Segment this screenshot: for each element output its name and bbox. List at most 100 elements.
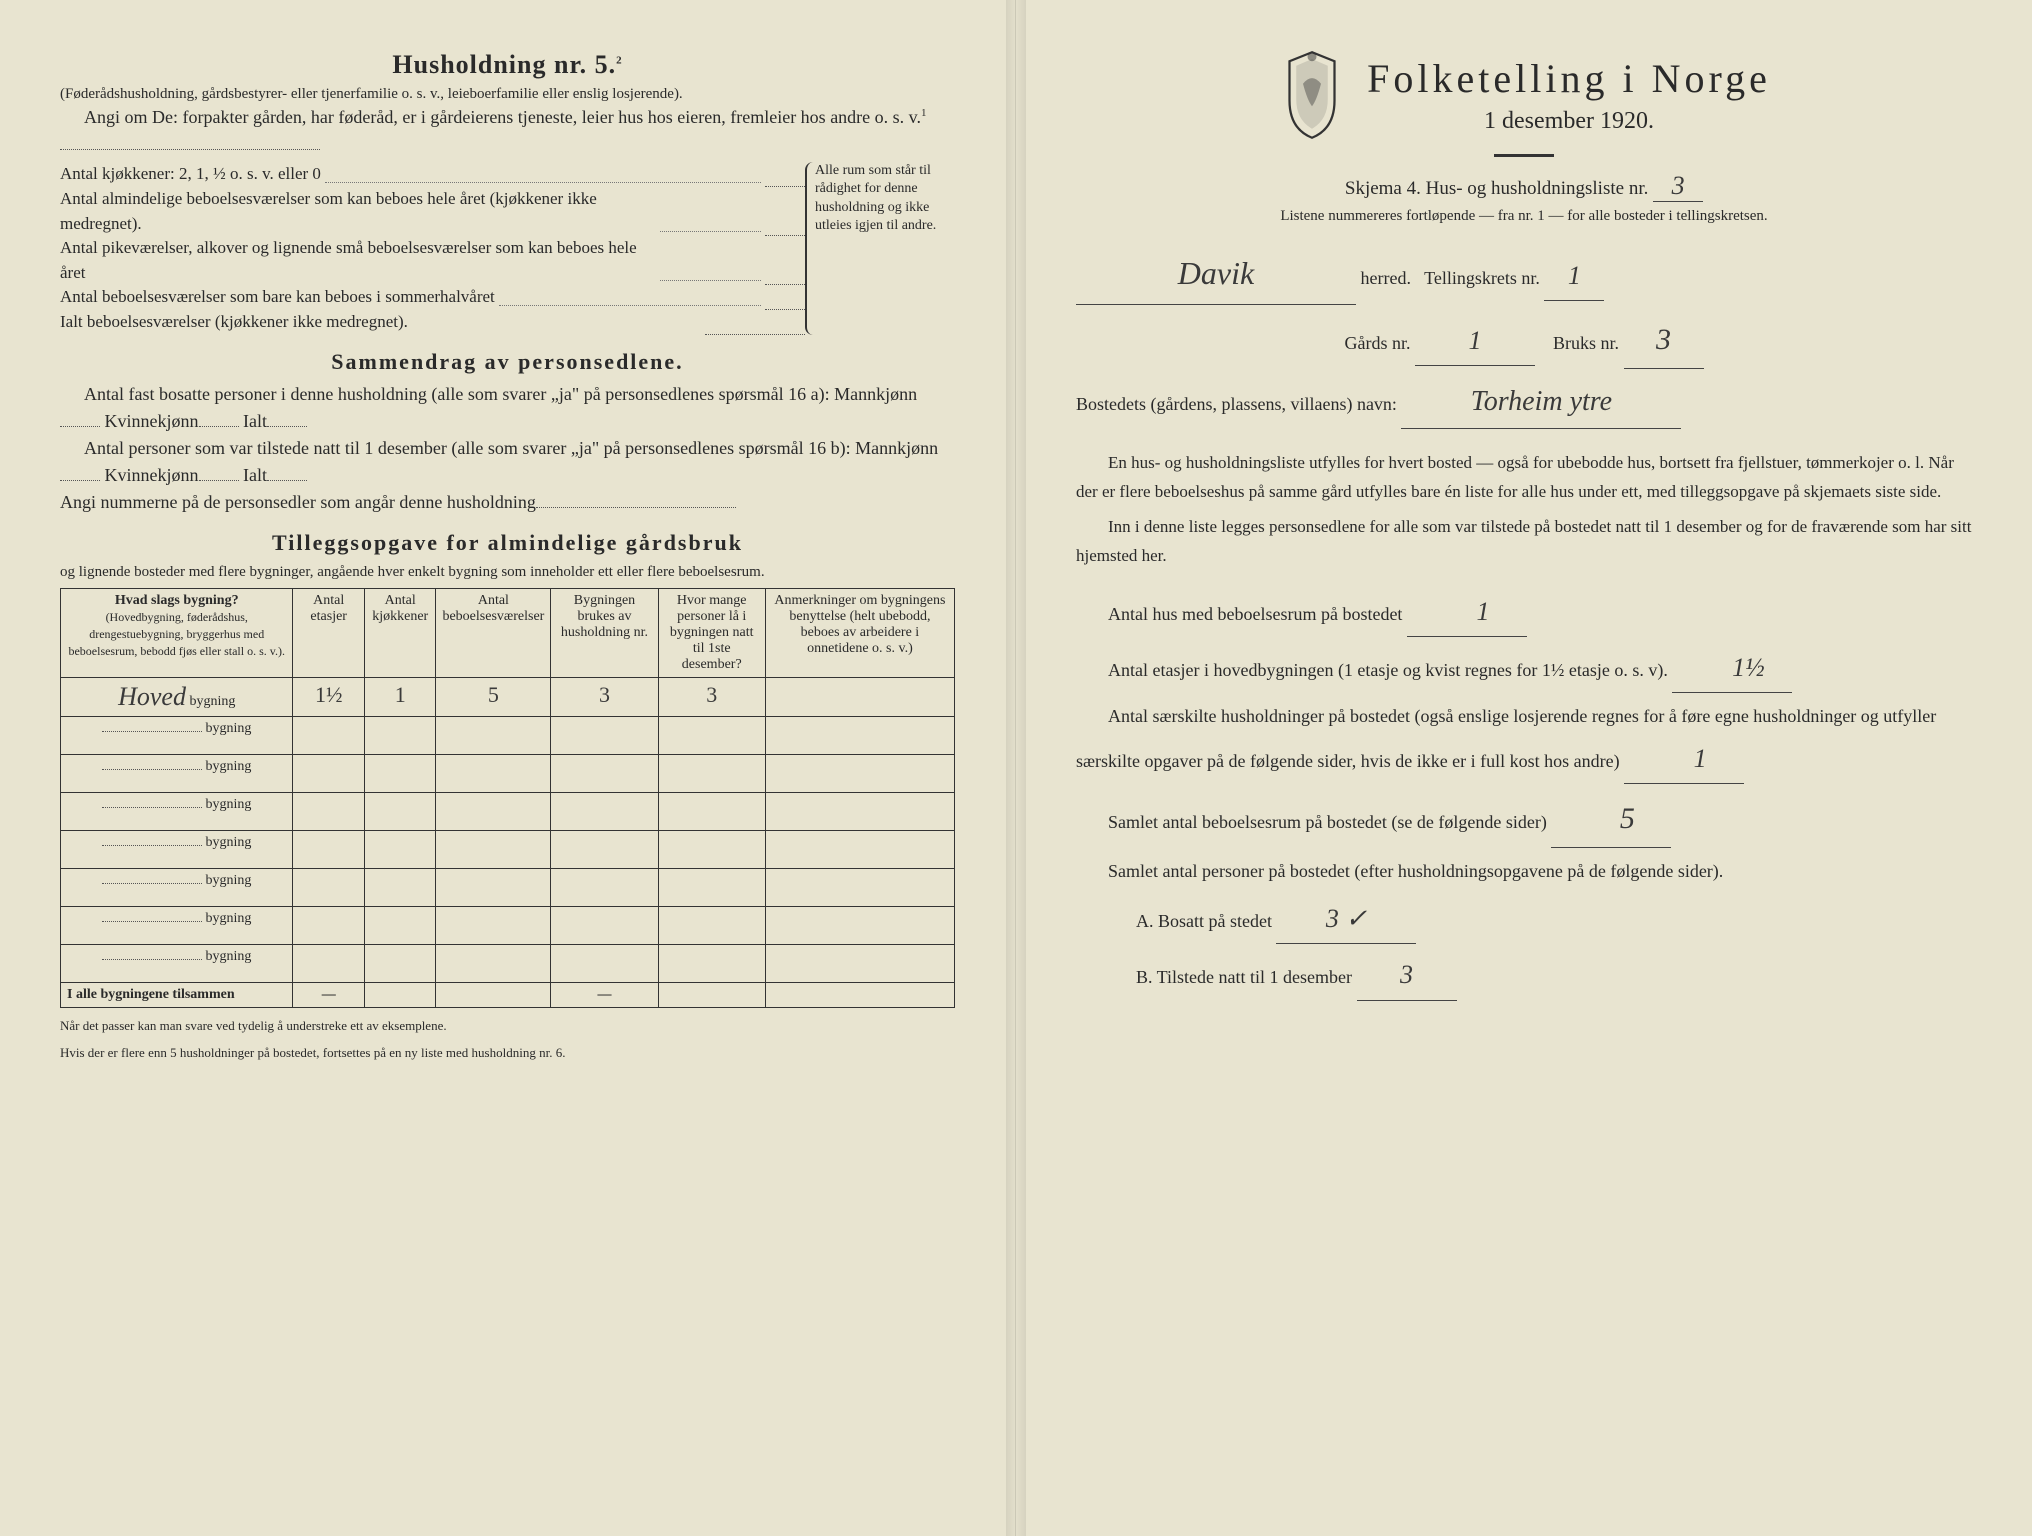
table-row: bygning xyxy=(61,944,955,982)
sammendrag-3: Angi nummerne på de personsedler som ang… xyxy=(60,489,955,516)
dots xyxy=(660,187,761,232)
table-row: bygning xyxy=(61,906,955,944)
sammendrag-2: Antal personer som var tilstede natt til… xyxy=(60,435,955,489)
s2a-blank xyxy=(60,480,100,481)
gard-value: 1 xyxy=(1415,316,1535,366)
intro-2: Angi om De: forpakter gården, har føderå… xyxy=(60,104,955,158)
table-head: Hvad slags bygning?(Hovedbygning, føderå… xyxy=(61,588,955,677)
q3-label: Antal særskilte husholdninger på bostede… xyxy=(1076,706,1936,770)
row-empty: bygning xyxy=(61,868,293,906)
bygning-word: bygning xyxy=(206,835,252,850)
row1-c6 xyxy=(765,677,954,716)
s1a: Antal fast bosatte personer i denne hush… xyxy=(84,384,917,404)
th1-text: Hvad slags bygning? xyxy=(115,593,239,608)
th2: Antal etasjer xyxy=(293,588,365,677)
table-body: Hoved bygning 1½ 1 5 3 3 bygning bygning… xyxy=(61,677,955,982)
sammendrag-1: Antal fast bosatte personer i denne hush… xyxy=(60,381,955,435)
b2-label: Antal pikeværelser, alkover og lignende … xyxy=(60,236,656,285)
main-title: Folketelling i Norge xyxy=(1367,55,1771,102)
s2b: Kvinnekjønn xyxy=(105,465,199,485)
s1c-blank xyxy=(267,426,307,427)
qb-label: B. Tilstede natt til 1 desember xyxy=(1136,967,1352,987)
th5: Bygningen brukes av husholdning nr. xyxy=(551,588,658,677)
intro-2-text: Angi om De: forpakter gården, har føderå… xyxy=(84,107,921,127)
row1-v3: 5 xyxy=(488,682,499,707)
q5-line: Samlet antal personer på bostedet (efter… xyxy=(1076,854,1972,888)
qa-value: 3 ✓ xyxy=(1276,894,1416,944)
herred-value: Davik xyxy=(1076,243,1356,305)
row1-v1: 1½ xyxy=(315,682,343,707)
bygning-word: bygning xyxy=(206,721,252,736)
th4: Antal beboelsesværelser xyxy=(436,588,551,677)
s1b: Kvinnekjønn xyxy=(105,411,199,431)
kitchen-label: Antal kjøkkener: 2, 1, ½ o. s. v. eller … xyxy=(60,162,321,187)
krets-value: 1 xyxy=(1544,251,1604,301)
b1-blank xyxy=(765,187,805,236)
row1-c1: 1½ xyxy=(293,677,365,716)
bygning-word: bygning xyxy=(206,873,252,888)
bygning-word: bygning xyxy=(189,694,235,709)
bygning-word: bygning xyxy=(206,759,252,774)
gard-label: Gårds nr. xyxy=(1344,333,1410,353)
liste-note: Listene nummereres fortløpende — fra nr.… xyxy=(1076,208,1972,225)
sammendrag-heading: Sammendrag av personsedlene. xyxy=(60,349,955,375)
row1-name-cell: Hoved bygning xyxy=(61,677,293,716)
table-row: bygning xyxy=(61,754,955,792)
b3-blank xyxy=(765,285,805,310)
s1a-blank xyxy=(60,426,100,427)
th7: Anmerkninger om bygningens benyttelse (h… xyxy=(765,588,954,677)
b4-label: Ialt beboelsesværelser (kjøkkener ikke m… xyxy=(60,310,408,335)
heading-text: Husholdning nr. 5. xyxy=(392,50,616,79)
gard-line: Gårds nr. 1 Bruks nr. 3 xyxy=(1076,311,1972,369)
b3-line: Antal beboelsesværelser som bare kan beb… xyxy=(60,285,805,310)
q4-value: 5 xyxy=(1551,790,1671,848)
form-fields: Davik herred. Tellingskrets nr. 1 Gårds … xyxy=(1076,243,1972,1001)
row1-c4: 3 xyxy=(551,677,658,716)
tillegg-heading: Tilleggsopgave for almindelige gårdsbruk xyxy=(60,530,955,556)
intro-1: (Føderådshusholdning, gårdsbestyrer- ell… xyxy=(60,84,955,104)
blank xyxy=(102,921,202,922)
th6: Hvor mange personer lå i bygningen natt … xyxy=(658,588,765,677)
skjema-nr: 3 xyxy=(1653,171,1703,202)
kitchen-line: Antal kjøkkener: 2, 1, ½ o. s. v. eller … xyxy=(60,162,805,187)
intro-2-sup: 1 xyxy=(921,107,927,119)
rooms-block: Antal kjøkkener: 2, 1, ½ o. s. v. eller … xyxy=(60,162,955,334)
bosted-value: Torheim ytre xyxy=(1401,375,1681,429)
b2-line: Antal pikeværelser, alkover og lignende … xyxy=(60,236,805,285)
title-divider xyxy=(1494,154,1554,157)
footnote-1: Når det passer kan man svare ved tydelig… xyxy=(60,1018,955,1035)
rooms-left: Antal kjøkkener: 2, 1, ½ o. s. v. eller … xyxy=(60,162,805,334)
blank xyxy=(102,769,202,770)
row-empty: bygning xyxy=(61,944,293,982)
b2-blank xyxy=(765,236,805,285)
b1-label: Antal almindelige beboelsesværelser som … xyxy=(60,187,656,236)
table-row: Hoved bygning 1½ 1 5 3 3 xyxy=(61,677,955,716)
row1-v2: 1 xyxy=(395,682,406,707)
q2-value: 1½ xyxy=(1672,643,1792,693)
dots xyxy=(325,162,761,183)
bruks-value: 3 xyxy=(1624,311,1704,369)
b4-line: Ialt beboelsesværelser (kjøkkener ikke m… xyxy=(60,310,805,335)
th3: Antal kjøkkener xyxy=(364,588,436,677)
blank xyxy=(102,959,202,960)
q2-line: Antal etasjer i hovedbygningen (1 etasje… xyxy=(1076,643,1972,693)
q4-line: Samlet antal beboelsesrum på bostedet (s… xyxy=(1076,790,1972,848)
table-row: bygning xyxy=(61,716,955,754)
b1-line: Antal almindelige beboelsesværelser som … xyxy=(60,187,805,236)
row-empty: bygning xyxy=(61,792,293,830)
sub-title: 1 desember 1920. xyxy=(1367,108,1771,135)
row1-c3: 5 xyxy=(436,677,551,716)
row-empty: bygning xyxy=(61,830,293,868)
blank xyxy=(102,731,202,732)
household-heading: Husholdning nr. 5.2 xyxy=(60,50,955,80)
footnote-2: Hvis der er flere enn 5 husholdninger på… xyxy=(60,1045,955,1062)
kitchen-blank xyxy=(765,162,805,187)
brace-note: Alle rum som står til rådighet for denne… xyxy=(805,162,955,334)
row1-v4: 3 xyxy=(599,682,610,707)
qa-line: A. Bosatt på stedet 3 ✓ xyxy=(1076,894,1972,944)
s1b-blank xyxy=(199,426,239,427)
table-row: bygning xyxy=(61,868,955,906)
q2-label: Antal etasjer i hovedbygningen (1 etasje… xyxy=(1108,660,1668,680)
row1-name: Hoved xyxy=(118,682,186,711)
right-page: Folketelling i Norge 1 desember 1920. Sk… xyxy=(1016,0,2032,1536)
